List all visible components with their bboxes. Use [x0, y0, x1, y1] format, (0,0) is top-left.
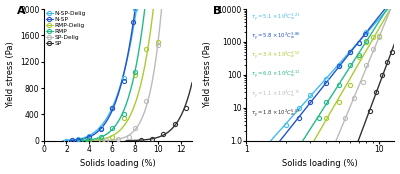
- Text: $\tau_y = 1.8\times10^2C_w^{5.07}$: $\tau_y = 1.8\times10^2C_w^{5.07}$: [250, 107, 300, 119]
- Y-axis label: Yield stress (Pa): Yield stress (Pa): [6, 42, 14, 108]
- Text: $\tau_y = 1.1\times10^2C_w^{4.75}$: $\tau_y = 1.1\times10^2C_w^{4.75}$: [250, 88, 300, 100]
- Y-axis label: Yield stress (Pa): Yield stress (Pa): [203, 42, 212, 108]
- Legend: N-SP-Delig, N-SP, RMP-Delig, RMP, SP-Delig, SP: N-SP-Delig, N-SP, RMP-Delig, RMP, SP-Del…: [46, 11, 86, 47]
- Text: $\tau_y = 6.0\times10^2C_w^{4.11}$: $\tau_y = 6.0\times10^2C_w^{4.11}$: [250, 69, 300, 80]
- Text: A: A: [17, 6, 26, 16]
- Text: B: B: [214, 6, 222, 16]
- Text: $\tau_y = 5.1\times10^2C_w^{3.21}$: $\tau_y = 5.1\times10^2C_w^{3.21}$: [250, 12, 300, 23]
- Text: $\tau_y = 3.4\times10^2C_w^{4.52}$: $\tau_y = 3.4\times10^2C_w^{4.52}$: [250, 50, 300, 61]
- Text: $\tau_y = 5.8\times10^2C_w^{3.86}$: $\tau_y = 5.8\times10^2C_w^{3.86}$: [250, 31, 300, 42]
- X-axis label: Solids loading (%): Solids loading (%): [80, 159, 156, 168]
- X-axis label: Solids loading (%): Solids loading (%): [282, 159, 358, 168]
